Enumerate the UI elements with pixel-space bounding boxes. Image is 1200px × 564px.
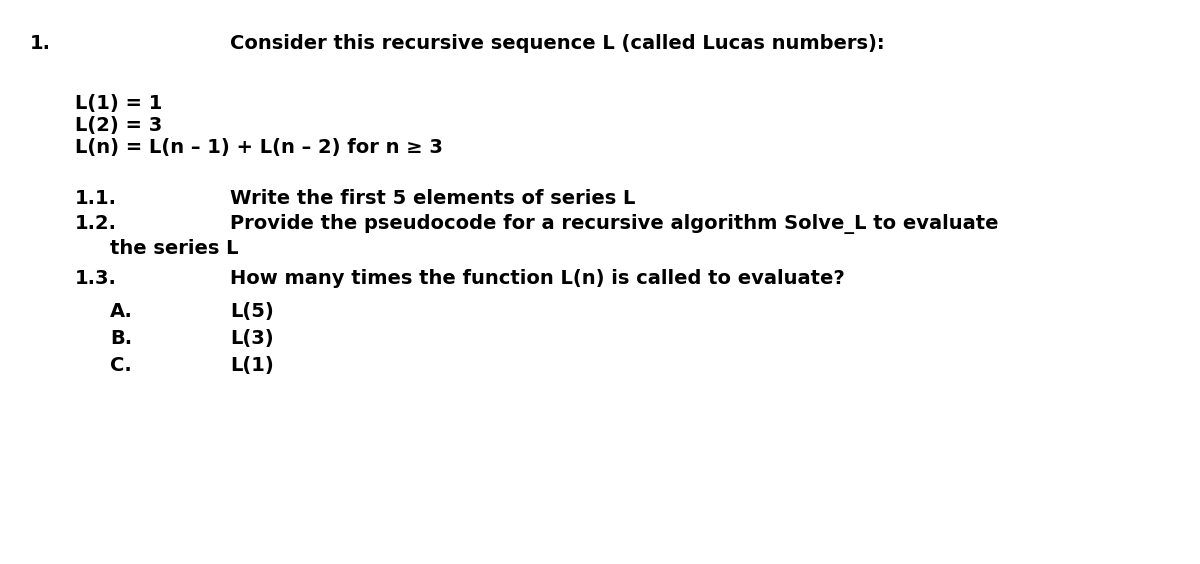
Text: B.: B.: [110, 329, 132, 348]
Text: L(3): L(3): [230, 329, 274, 348]
Text: 1.1.: 1.1.: [74, 189, 118, 208]
Text: Consider this recursive sequence L (called Lucas numbers):: Consider this recursive sequence L (call…: [230, 34, 884, 53]
Text: the series L: the series L: [110, 239, 239, 258]
Text: 1.: 1.: [30, 34, 50, 53]
Text: L(n) = L(n – 1) + L(n – 2) for n ≥ 3: L(n) = L(n – 1) + L(n – 2) for n ≥ 3: [74, 138, 443, 157]
Text: L(5): L(5): [230, 302, 274, 321]
Text: Write the first 5 elements of series L: Write the first 5 elements of series L: [230, 189, 635, 208]
Text: L(1) = 1: L(1) = 1: [74, 94, 162, 113]
Text: 1.2.: 1.2.: [74, 214, 118, 233]
Text: 1.3.: 1.3.: [74, 269, 116, 288]
Text: Provide the pseudocode for a recursive algorithm Solve_L to evaluate: Provide the pseudocode for a recursive a…: [230, 214, 998, 234]
Text: C.: C.: [110, 356, 132, 375]
Text: How many times the function L(n) is called to evaluate?: How many times the function L(n) is call…: [230, 269, 845, 288]
Text: L(1): L(1): [230, 356, 274, 375]
Text: A.: A.: [110, 302, 133, 321]
Text: L(2) = 3: L(2) = 3: [74, 116, 162, 135]
